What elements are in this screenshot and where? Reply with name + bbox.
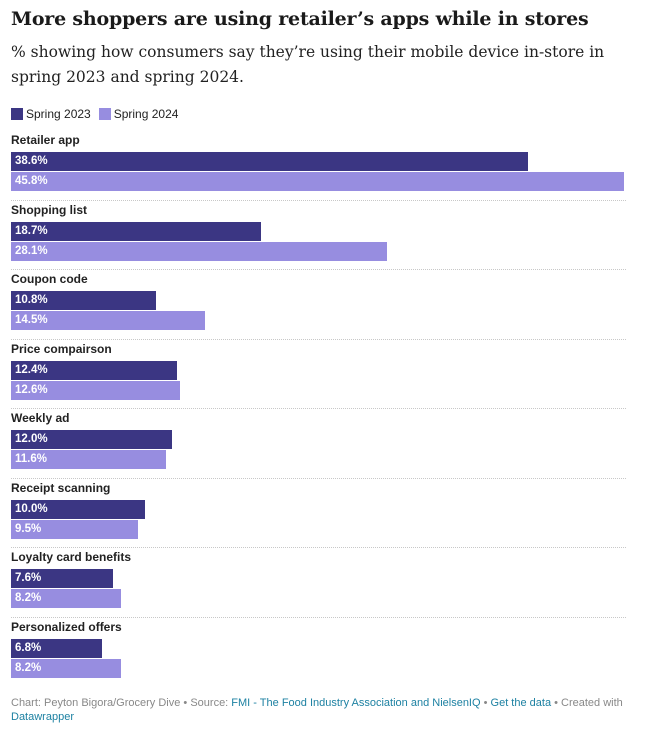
footer-separator: • bbox=[480, 697, 491, 709]
bar-row: Shopping list 18.7% 28.1% bbox=[11, 201, 626, 270]
bar-spring-2023: 12.0% bbox=[11, 430, 172, 449]
bar-spring-2023: 10.8% bbox=[11, 291, 156, 310]
bar-value-label: 38.6% bbox=[15, 155, 48, 167]
bar-value-label: 8.2% bbox=[15, 592, 42, 604]
bar-value-label: 18.7% bbox=[15, 224, 48, 237]
chart-title: More shoppers are using retailer’s apps … bbox=[11, 8, 589, 30]
chart-subtitle: % showing how consumers say they’re usin… bbox=[11, 43, 605, 86]
created-with-text: Created with bbox=[561, 697, 623, 709]
bar-row: Price compairson 12.4% 12.6% bbox=[11, 340, 626, 409]
bar-value-label: 14.5% bbox=[15, 314, 48, 326]
bar-value-label: 9.5% bbox=[15, 522, 42, 535]
bar-value-label: 12.6% bbox=[15, 383, 48, 396]
legend-label-spring-2024: Spring 2024 bbox=[113, 107, 179, 121]
bar-spring-2024: 14.5% bbox=[11, 311, 206, 330]
category-label: Shopping list bbox=[11, 202, 87, 217]
bar-spring-2024: 45.8% bbox=[11, 172, 624, 191]
bar-value-label: 8.2% bbox=[15, 661, 42, 674]
bar-spring-2023: 6.8% bbox=[11, 638, 102, 658]
source-link[interactable]: FMI - The Food Industry Association and … bbox=[231, 697, 481, 709]
row-divider bbox=[11, 547, 626, 548]
row-divider bbox=[11, 338, 626, 340]
footer-separator: • bbox=[551, 697, 562, 709]
bar-spring-2023: 18.7% bbox=[11, 221, 262, 241]
bar-value-label: 10.0% bbox=[15, 502, 48, 515]
bar-value-label: 45.8% bbox=[15, 175, 48, 187]
bar-value-label: 28.1% bbox=[15, 244, 48, 257]
chart-credit: Chart: Peyton Bigora/Grocery Dive bbox=[11, 697, 181, 709]
legend: Spring 2023 Spring 2024 bbox=[11, 106, 624, 122]
source-prefix: Source: bbox=[190, 697, 232, 709]
row-divider bbox=[11, 616, 626, 618]
bar-value-label: 6.8% bbox=[15, 641, 42, 654]
bar-value-label: 10.8% bbox=[15, 294, 48, 306]
bar-spring-2023: 12.4% bbox=[11, 360, 177, 380]
bar-spring-2024: 8.2% bbox=[11, 658, 121, 678]
row-divider bbox=[11, 477, 626, 479]
bar-row: Personalized offers 6.8% 8.2% bbox=[11, 618, 624, 688]
bar-spring-2024: 12.6% bbox=[11, 380, 180, 400]
chart-footer: Chart: Peyton Bigora/Grocery Dive • Sour… bbox=[11, 696, 631, 724]
category-label: Retailer app bbox=[11, 133, 80, 147]
chart-container: More shoppers are using retailer’s apps … bbox=[11, 6, 626, 678]
bar-row: Loyalty card benefits 7.6% 8.2% bbox=[11, 548, 626, 618]
bar-spring-2023: 7.6% bbox=[11, 569, 113, 588]
bar-value-label: 11.6% bbox=[15, 453, 47, 465]
bar-spring-2023: 10.0% bbox=[11, 499, 145, 519]
category-label: Receipt scanning bbox=[11, 480, 111, 495]
row-divider bbox=[11, 269, 626, 270]
bar-value-label: 12.4% bbox=[15, 363, 48, 376]
footer-separator: • bbox=[180, 697, 191, 709]
category-label: Coupon code bbox=[11, 272, 88, 286]
row-divider bbox=[11, 199, 626, 201]
legend-label-spring-2023: Spring 2023 bbox=[26, 107, 91, 121]
bar-row: Receipt scanning 10.0% 9.5% bbox=[11, 479, 626, 548]
category-label: Weekly ad bbox=[11, 411, 70, 425]
bar-spring-2024: 11.6% bbox=[11, 450, 167, 469]
get-data-link[interactable]: Get the data bbox=[490, 697, 552, 709]
bar-spring-2024: 9.5% bbox=[11, 519, 139, 539]
datawrapper-link[interactable]: Datawrapper bbox=[11, 711, 74, 723]
legend-item-spring-2023: Spring 2023 bbox=[11, 107, 91, 121]
bar-spring-2024: 28.1% bbox=[11, 241, 388, 261]
bar-spring-2024: 8.2% bbox=[11, 589, 121, 608]
bar-value-label: 7.6% bbox=[15, 572, 42, 584]
bar-row: Coupon code 10.8% 14.5% bbox=[11, 270, 626, 340]
bar-spring-2023: 38.6% bbox=[11, 152, 528, 171]
category-label: Loyalty card benefits bbox=[11, 550, 132, 564]
bar-row: Weekly ad 12.0% 11.6% bbox=[11, 409, 626, 479]
row-divider bbox=[11, 408, 626, 409]
legend-swatch-spring-2024 bbox=[98, 108, 111, 120]
legend-swatch-spring-2023 bbox=[11, 108, 23, 120]
legend-item-spring-2024: Spring 2024 bbox=[98, 107, 179, 121]
category-label: Personalized offers bbox=[11, 619, 122, 634]
bar-value-label: 12.0% bbox=[15, 433, 48, 445]
bar-row: Retailer app 38.6% 45.8% bbox=[11, 131, 626, 201]
category-label: Price compairson bbox=[11, 341, 112, 356]
